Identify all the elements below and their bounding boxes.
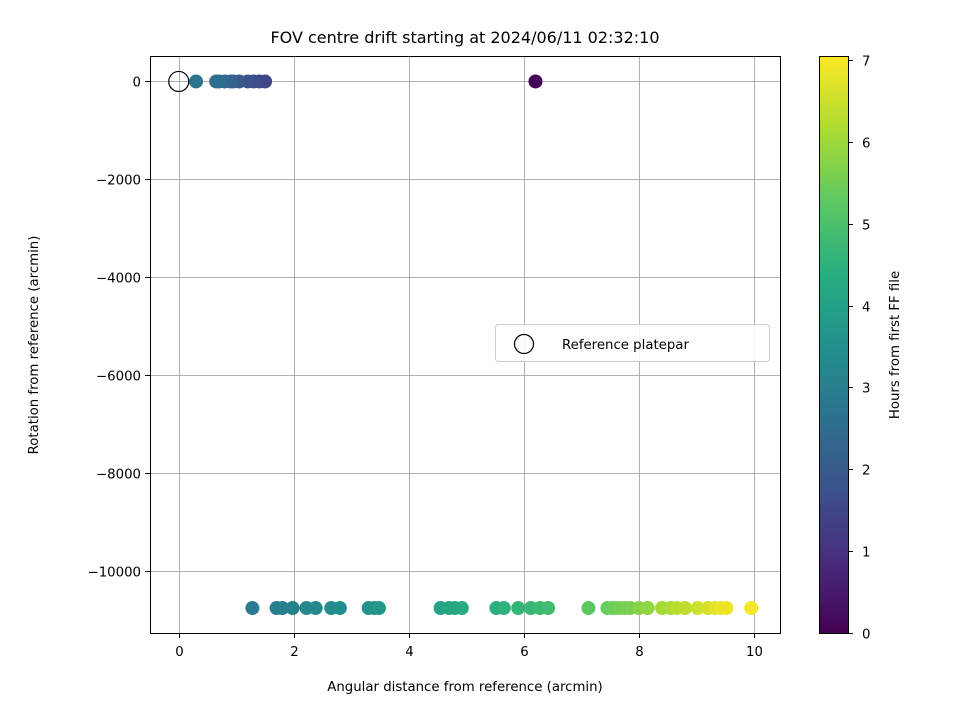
data-point bbox=[189, 74, 204, 89]
data-point bbox=[454, 601, 469, 616]
colorbar-ticks: 0 1 2 3 4 5 6 7 bbox=[848, 55, 870, 643]
x-tick-label: 6 bbox=[520, 645, 528, 660]
legend: Reference platepar bbox=[495, 324, 770, 362]
data-point bbox=[541, 601, 556, 616]
colorbar-tick-label: 4 bbox=[862, 301, 870, 316]
colorbar-tick-label: 1 bbox=[862, 546, 870, 561]
chart-title: FOV centre drift starting at 2024/06/11 … bbox=[270, 28, 659, 47]
y-axis-ticks: 0 −2000 −4000 −6000 −8000 −10000 bbox=[88, 76, 150, 581]
data-point bbox=[640, 601, 655, 616]
x-axis-ticks: 0 2 4 6 8 10 bbox=[175, 633, 763, 660]
y-tick-label: −4000 bbox=[96, 272, 141, 287]
colorbar-tick-label: 3 bbox=[862, 382, 870, 397]
x-tick-label: 10 bbox=[746, 645, 763, 660]
data-point bbox=[275, 601, 290, 616]
y-tick-label: −6000 bbox=[96, 370, 141, 385]
legend-entry-label: Reference platepar bbox=[562, 338, 689, 353]
reference-platepar-marker bbox=[168, 70, 190, 93]
data-point bbox=[308, 601, 323, 616]
colorbar-frame bbox=[819, 56, 849, 634]
y-tick-label: −10000 bbox=[88, 566, 141, 581]
colorbar-tick-label: 7 bbox=[862, 55, 870, 70]
plot-frame bbox=[150, 56, 781, 634]
data-point bbox=[581, 601, 596, 616]
x-tick-label: 2 bbox=[290, 645, 298, 660]
data-point bbox=[245, 601, 260, 616]
legend-open-circle-marker bbox=[513, 333, 535, 355]
data-point bbox=[511, 601, 526, 616]
y-tick-label: 0 bbox=[133, 76, 141, 91]
colorbar: 0 1 2 3 4 5 6 7 Hours from first FF file bbox=[819, 55, 903, 643]
y-tick-label: −8000 bbox=[96, 468, 141, 483]
data-point bbox=[528, 74, 543, 89]
x-tick-label: 0 bbox=[175, 645, 183, 660]
colorbar-tick-label: 5 bbox=[862, 219, 870, 234]
colorbar-tick-label: 2 bbox=[862, 464, 870, 479]
y-tick-label: −2000 bbox=[96, 174, 141, 189]
data-point bbox=[332, 601, 347, 616]
data-point bbox=[719, 601, 734, 616]
x-axis-label: Angular distance from reference (arcmin) bbox=[327, 680, 602, 695]
x-tick-label: 4 bbox=[405, 645, 413, 660]
colorbar-tick-label: 0 bbox=[862, 628, 870, 643]
data-point bbox=[690, 601, 705, 616]
y-axis-label: Rotation from reference (arcmin) bbox=[27, 236, 42, 455]
colorbar-tick-label: 6 bbox=[862, 137, 870, 152]
legend-box bbox=[495, 324, 770, 362]
data-point bbox=[285, 601, 300, 616]
colorbar-gradient bbox=[819, 56, 848, 633]
data-point bbox=[209, 74, 224, 89]
data-point bbox=[371, 601, 386, 616]
x-tick-label: 8 bbox=[635, 645, 643, 660]
data-point bbox=[744, 601, 759, 616]
colorbar-label: Hours from first FF file bbox=[888, 271, 903, 419]
data-point bbox=[678, 601, 693, 616]
data-point bbox=[496, 601, 511, 616]
data-points bbox=[168, 70, 759, 616]
